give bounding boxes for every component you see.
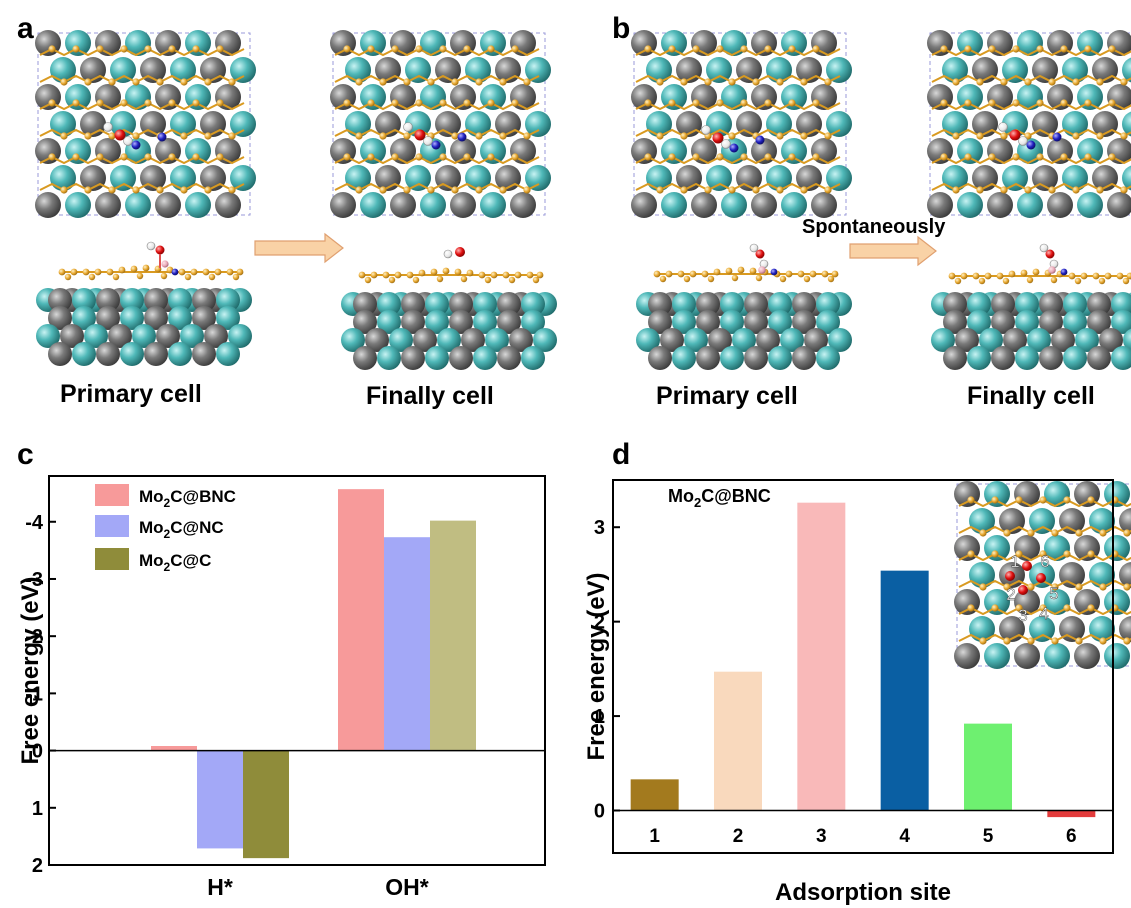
y-tick-label: 1 xyxy=(32,798,43,820)
x-category-label: H* xyxy=(207,874,233,900)
x-category-label: 5 xyxy=(983,826,994,847)
inset-oxygen-atom xyxy=(1022,561,1032,571)
bar-c-bnc-oh-star xyxy=(338,489,384,751)
y-tick-label: 2 xyxy=(32,855,43,877)
legend-swatch xyxy=(95,515,129,537)
panel-a-primary-top-view xyxy=(35,30,256,218)
x-category-label: 4 xyxy=(899,826,910,847)
chart-c: 2 1 0 -1 -2 -3 -4 H* OH* Free energy (eV) Mo2C@BNC… xyxy=(17,475,546,900)
caption-a-final: Finally cell xyxy=(366,382,494,410)
y-tick-label: -4 xyxy=(25,512,44,534)
panel-a-final-side-view xyxy=(341,246,557,370)
legend-label: Mo2C@BNC xyxy=(139,487,236,510)
y-axis-label: Free energy (eV) xyxy=(583,572,610,760)
x-category-label: 6 xyxy=(1066,826,1077,847)
y-tick-label: 0 xyxy=(32,741,43,763)
bar-c-bnc-h-star xyxy=(151,746,197,751)
bar-site-2 xyxy=(714,671,762,811)
panel-b-primary-side-view xyxy=(636,243,852,370)
panel-a-final-top-view xyxy=(330,30,551,218)
y-tick-label: 2 xyxy=(594,612,605,634)
chart-title: Mo2C@BNC xyxy=(668,486,771,510)
plot-frame xyxy=(48,475,546,866)
spontaneously-label: Spontaneously xyxy=(802,216,946,238)
y-axis-label: Free energy (eV) xyxy=(17,576,44,764)
panel-label-b: b xyxy=(612,12,631,45)
panel-a-arrow xyxy=(254,232,344,264)
panel-label-d: d xyxy=(612,438,631,471)
bar-site-4 xyxy=(880,570,929,811)
panel-label-a: a xyxy=(17,12,34,45)
x-axis-label: Adsorption site xyxy=(775,879,951,906)
panel-b-final-side-view xyxy=(931,243,1131,370)
bar-site-5 xyxy=(964,723,1012,811)
inset-oxygen-atom xyxy=(1036,573,1046,583)
inset-site-label: 1 xyxy=(1010,552,1019,571)
bar-site-1 xyxy=(630,779,679,811)
y-tick-label: -1 xyxy=(25,683,43,705)
caption-b-primary: Primary cell xyxy=(656,382,798,410)
y-tick-label: 3 xyxy=(594,517,605,539)
panel-b-primary-top-view xyxy=(631,30,852,218)
x-category-label: 3 xyxy=(816,826,827,847)
panel-label-c: c xyxy=(17,438,34,471)
caption-a-primary: Primary cell xyxy=(60,380,202,408)
inset-oxygen-atom xyxy=(1005,571,1015,581)
y-tick-label: 1 xyxy=(594,706,605,728)
inset-site-label: 3 xyxy=(1018,606,1027,625)
inset-site-label: 2 xyxy=(1006,585,1015,604)
bar-site-3 xyxy=(797,502,846,811)
panel-b-final-top-view xyxy=(927,30,1131,218)
inset-site-label: 5 xyxy=(1049,584,1058,603)
panel-a-primary-side-view xyxy=(36,241,252,366)
plot-frame xyxy=(612,479,1114,854)
panel-b-arrow xyxy=(849,235,937,267)
y-tick-label: 0 xyxy=(594,801,605,823)
inset-structure: 1 6 2 5 3 4 xyxy=(954,481,1131,669)
bar-site-6 xyxy=(1047,810,1096,818)
legend-swatch xyxy=(95,548,129,570)
x-category-label: OH* xyxy=(385,874,429,900)
inset-oxygen-atom xyxy=(1018,585,1028,595)
legend-label: Mo2C@C xyxy=(139,551,211,574)
inset-site-label: 4 xyxy=(1039,604,1048,623)
bar-c-nc-oh-star xyxy=(384,537,430,751)
bar-c-nc-h-star xyxy=(197,750,243,849)
bar-c-c-h-star xyxy=(243,750,289,859)
bar-c-c-oh-star xyxy=(430,520,476,751)
caption-b-final: Finally cell xyxy=(967,382,1095,410)
y-tick-label: -3 xyxy=(25,569,43,591)
y-tick-label: -2 xyxy=(25,626,43,648)
inset-site-label: 6 xyxy=(1040,552,1049,571)
structure-illustrations xyxy=(0,0,1131,440)
x-category-label: 2 xyxy=(733,826,744,847)
x-category-label: 1 xyxy=(649,826,660,847)
legend-swatch xyxy=(95,484,129,506)
legend-label: Mo2C@NC xyxy=(139,518,224,541)
